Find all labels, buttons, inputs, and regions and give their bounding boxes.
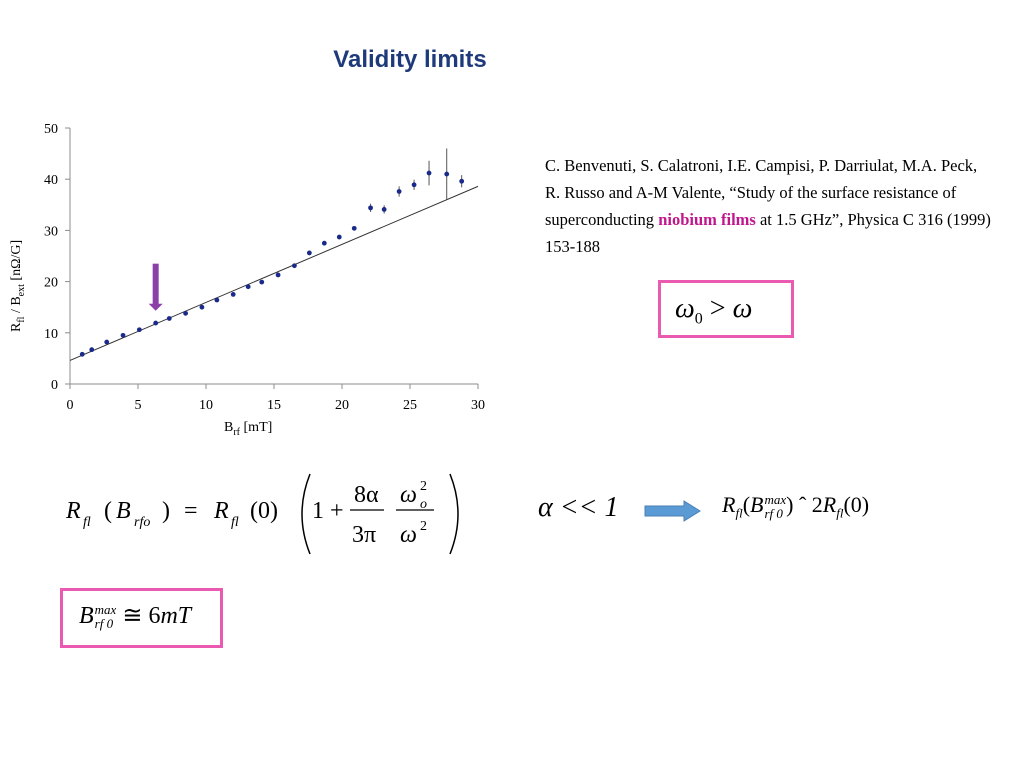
data-point — [306, 250, 312, 256]
svg-text:2: 2 — [420, 519, 427, 534]
y-tick-label: 10 — [44, 327, 58, 342]
svg-text:fl: fl — [231, 515, 239, 530]
y-tick-label: 40 — [44, 173, 58, 188]
main-equation: R fl ( B rfo ) = R fl (0) 1 + 8α 3π ω 2 … — [66, 473, 459, 555]
data-point — [230, 292, 236, 297]
slide-title: Validity limits — [333, 46, 487, 73]
data-point — [104, 339, 110, 345]
omega-condition-equation: ω0 > ω — [675, 293, 753, 328]
axis-ticks: 0 5 10 15 20 25 30 0 10 20 30 40 50 — [44, 122, 485, 413]
x-axis-label: Brf [mT] — [224, 420, 272, 438]
fit-line — [69, 185, 479, 361]
data-point — [444, 171, 450, 177]
data-point — [214, 297, 220, 303]
data-point — [199, 304, 205, 310]
reference-citation: C. Benvenuti, S. Calatroni, I.E. Campisi… — [545, 152, 995, 260]
data-point — [183, 310, 189, 316]
y-tick-label: 50 — [44, 122, 58, 137]
y-tick-label: 30 — [44, 224, 58, 239]
svg-text:ω: ω — [400, 482, 417, 508]
data-point — [381, 207, 387, 212]
data-point — [245, 284, 251, 290]
svg-text:R: R — [66, 498, 81, 524]
svg-text:8α: 8α — [354, 482, 379, 508]
reference-text-before: C. Benvenuti, S. Calatroni, I.E. Campisi… — [545, 156, 978, 229]
plot-frame — [69, 128, 478, 385]
svg-text:(0): (0) — [250, 498, 278, 524]
x-tick-label: 0 — [67, 398, 74, 413]
x-tick-label: 5 — [135, 398, 142, 413]
svg-text:o: o — [420, 497, 427, 512]
data-point — [411, 182, 417, 188]
alpha-condition: α << 1 — [538, 492, 619, 523]
marker-arrow-head-icon — [148, 303, 163, 311]
y-tick-label: 20 — [44, 276, 58, 291]
data-points — [79, 148, 465, 357]
x-tick-label: 15 — [267, 398, 281, 413]
data-point — [368, 205, 373, 211]
marker-arrow-group — [148, 263, 163, 311]
data-point — [89, 347, 95, 353]
svg-text:R: R — [213, 498, 229, 524]
y-axis-label: Rfl / Bext [nΩ/G] — [9, 240, 27, 332]
data-point — [120, 332, 126, 338]
data-point — [153, 320, 159, 326]
svg-text:3π: 3π — [352, 522, 376, 548]
x-tick-label: 30 — [471, 398, 485, 413]
data-point — [292, 263, 297, 269]
data-point — [426, 170, 432, 176]
data-point — [259, 279, 265, 285]
reference-highlight: niobium films — [658, 210, 756, 229]
svg-text:=: = — [184, 498, 198, 524]
data-point — [336, 234, 342, 240]
data-point — [136, 327, 142, 333]
data-point — [166, 316, 172, 321]
y-tick-label: 0 — [51, 378, 58, 393]
data-point — [79, 351, 85, 357]
svg-text:2: 2 — [420, 479, 427, 494]
bmax-equation: Bmax rf 0 ≅ 6mT — [79, 602, 192, 632]
data-point — [351, 225, 357, 231]
svg-text:ω: ω — [400, 522, 417, 548]
fit-line-group — [69, 185, 479, 361]
result-equation: Rfl(Bmax rf 0) ˆ 2Rfl(0) — [722, 491, 870, 521]
svg-text:1 +: 1 + — [312, 498, 344, 524]
scatter-chart: 0 5 10 15 20 25 30 0 10 20 30 40 50 Brf [mT] Rfl / B… — [9, 122, 485, 438]
omega-condition-box: ω0 > ω — [658, 280, 794, 338]
marker-arrow-shaft — [152, 263, 159, 305]
svg-text:fl: fl — [83, 515, 91, 530]
data-point — [459, 178, 465, 184]
svg-text:B: B — [116, 498, 131, 524]
x-tick-label: 25 — [403, 398, 417, 413]
data-point — [321, 240, 327, 246]
data-point — [396, 189, 402, 194]
right-arrow-icon — [644, 500, 701, 522]
x-tick-label: 10 — [199, 398, 213, 413]
svg-text:(: ( — [104, 498, 112, 524]
bmax-box: Bmax rf 0 ≅ 6mT — [60, 588, 223, 648]
reference-text-after: at 1.5 GHz”, Physica C 316 (1999) 153-18… — [545, 210, 991, 256]
left-paren — [301, 473, 311, 555]
x-tick-label: 20 — [335, 398, 349, 413]
data-point — [275, 272, 281, 278]
svg-text:rfo: rfo — [134, 515, 150, 530]
right-paren — [449, 473, 459, 555]
svg-text:): ) — [162, 498, 170, 524]
